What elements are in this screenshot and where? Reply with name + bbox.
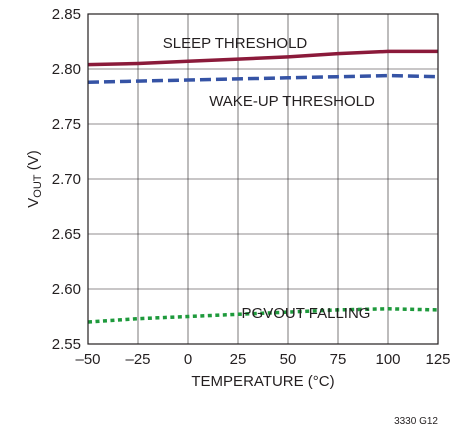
x-tick-label: 0 [184,351,192,368]
x-tick-label: 25 [230,351,247,368]
y-tick-labels: 2.55 2.60 2.65 2.70 2.75 2.80 2.85 [52,6,81,353]
y-tick-label: 2.70 [52,171,81,188]
x-tick-label: 125 [425,351,450,368]
y-tick-label: 2.60 [52,281,81,298]
plot-frame [87,13,439,345]
figure-id: 3330 G12 [394,416,438,427]
series-line-2 [87,73,439,84]
y-axis-title-subscript: OUT [32,174,44,198]
y-tick-label: 2.85 [52,6,81,23]
series-lines [87,49,439,324]
x-tick-label: 75 [330,351,347,368]
series-line-3 [87,307,439,324]
series-line-1 [87,49,438,67]
sleep-threshold-label: SLEEP THRESHOLD [163,35,308,52]
x-tick-label: –25 [125,351,150,368]
y-tick-label: 2.75 [52,116,81,133]
y-tick-label: 2.80 [52,61,81,78]
grid-lines [88,14,438,344]
pgvout-falling-label: PGVOUT FALLING [242,305,371,322]
y-axis-title-main: V [25,198,42,208]
y-axis-title-unit: (V) [25,150,42,174]
x-tick-label: 100 [375,351,400,368]
y-tick-label: 2.55 [52,336,81,353]
x-tick-label: –50 [75,351,100,368]
y-axis-title: VOUT (V) [25,150,44,207]
y-tick-label: 2.65 [52,226,81,243]
x-tick-label: 50 [280,351,297,368]
x-tick-labels: –50 –25 0 25 50 75 100 125 [75,351,450,368]
wake-up-threshold-label: WAKE-UP THRESHOLD [209,93,375,110]
x-axis-title: TEMPERATURE (°C) [191,373,334,390]
